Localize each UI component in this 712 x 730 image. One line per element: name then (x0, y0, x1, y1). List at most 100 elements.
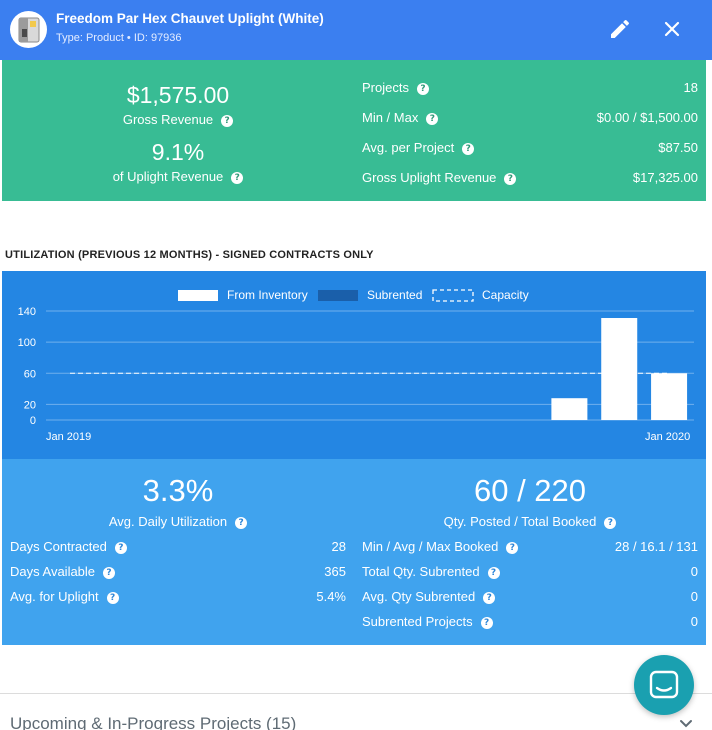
help-icon[interactable]: ? (604, 516, 617, 529)
x-tick-label-end: Jan 2020 (645, 431, 690, 443)
help-icon[interactable]: ? (103, 566, 116, 579)
avg-for-uplight-value: 5.4% (316, 589, 346, 604)
days-contracted-value: 28 (331, 539, 346, 554)
help-icon[interactable]: ? (235, 516, 248, 529)
help-icon[interactable]: ? (426, 112, 439, 125)
chart-legend: From Inventory Subrented Capacity (178, 288, 529, 302)
legend-label-subrented: Subrented (367, 288, 422, 302)
help-icon[interactable]: ? (106, 591, 119, 604)
subrented-projects-value: 0 (690, 614, 698, 629)
stat-label-text: Min / Max (362, 110, 419, 125)
product-header: Freedom Par Hex Chauvet Uplight (White) … (0, 0, 712, 60)
chat-launcher-button[interactable] (634, 655, 694, 715)
stat-label-text: Projects (362, 80, 409, 95)
chevron-down-icon[interactable] (678, 716, 694, 730)
y-tick-label: 20 (24, 399, 36, 411)
section-divider (0, 693, 712, 694)
gross-revenue-label-text: Gross Revenue (122, 112, 214, 127)
help-icon[interactable]: ? (416, 82, 429, 95)
avg-daily-utilization-text: Avg. Daily Utilization (108, 514, 228, 529)
qty-posted-booked-label: Qty. Posted / Total Booked? (354, 514, 706, 529)
legend-swatch-subrented (318, 290, 358, 301)
bar-from-inventory[interactable] (551, 398, 588, 420)
stat-value-projects: 18 (683, 80, 698, 95)
stat-label-projects: Projects? (362, 80, 429, 95)
help-icon[interactable]: ? (506, 541, 519, 554)
product-avatar (10, 11, 47, 48)
avg-for-uplight-label: Avg. for Uplight? (10, 589, 119, 604)
legend-label-from-inventory: From Inventory (227, 288, 308, 302)
gross-revenue-label: Gross Revenue? (2, 112, 354, 127)
util-stat-text: Avg. for Uplight (10, 589, 99, 604)
y-tick-label: 100 (18, 337, 36, 349)
uplight-share-label: of Uplight Revenue? (2, 169, 354, 184)
chart-y-ticks: 140 100 60 20 0 (18, 306, 36, 427)
uplight-product-icon (18, 17, 40, 43)
x-tick-label-start: Jan 2019 (46, 431, 91, 443)
pencil-icon (611, 19, 630, 38)
uplight-share-label-text: of Uplight Revenue (112, 169, 224, 184)
help-icon[interactable]: ? (114, 541, 127, 554)
stat-label-min-max: Min / Max? (362, 110, 439, 125)
stat-label-text: Avg. per Project (362, 140, 455, 155)
close-icon (664, 21, 680, 37)
avg-qty-subrented-value: 0 (690, 589, 698, 604)
product-type-id: Type: Product • ID: 97936 (56, 32, 182, 44)
y-tick-label: 140 (18, 306, 36, 318)
y-tick-label: 60 (24, 368, 36, 380)
help-icon[interactable]: ? (487, 566, 500, 579)
stat-label-text: Gross Uplight Revenue (362, 170, 497, 185)
help-icon[interactable]: ? (231, 171, 244, 184)
type-id-text: Type: Product • ID: 97936 (56, 32, 182, 44)
revenue-panel: $1,575.00 Gross Revenue? 9.1% of Uplight… (2, 60, 706, 201)
legend-swatch-capacity (432, 289, 474, 302)
total-qty-subrented-value: 0 (690, 564, 698, 579)
stat-value-min-max: $0.00 / $1,500.00 (596, 110, 698, 125)
legend-swatch-from-inventory (178, 290, 218, 301)
edit-button[interactable] (608, 17, 632, 41)
close-button[interactable] (660, 17, 684, 41)
stat-label-avg-per-project: Avg. per Project? (362, 140, 475, 155)
bar-from-inventory[interactable] (651, 373, 688, 420)
uplight-share-value: 9.1% (151, 139, 205, 165)
help-icon[interactable]: ? (483, 591, 496, 604)
legend-label-capacity: Capacity (482, 288, 529, 302)
stat-value-gross-uplight-revenue: $17,325.00 (632, 170, 698, 185)
bar-from-inventory[interactable] (601, 318, 638, 420)
min-avg-max-booked-value: 28 / 16.1 / 131 (614, 539, 698, 554)
utilization-section-title: UTILIZATION (PREVIOUS 12 MONTHS) - SIGNE… (5, 249, 374, 261)
stat-label-gross-uplight-revenue: Gross Uplight Revenue? (362, 170, 517, 185)
total-qty-subrented-label: Total Qty. Subrented? (362, 564, 500, 579)
utilization-chart-svg: From Inventory Subrented Capacity 140 100… (18, 288, 694, 443)
util-stat-text: Total Qty. Subrented (362, 564, 480, 579)
product-title: Freedom Par Hex Chauvet Uplight (White) (56, 11, 324, 26)
utilization-panel: 3.3% Avg. Daily Utilization? 60 / 220 Qt… (2, 459, 706, 645)
util-stat-text: Avg. Qty Subrented (362, 589, 476, 604)
chart-grid (46, 310, 694, 421)
y-tick-label: 0 (30, 415, 36, 427)
upcoming-projects-header[interactable]: Upcoming & In-Progress Projects (15) (10, 714, 297, 730)
subrented-projects-label: Subrented Projects? (362, 614, 493, 629)
help-icon[interactable]: ? (221, 114, 234, 127)
chat-icon (649, 670, 679, 699)
days-contracted-label: Days Contracted? (10, 539, 127, 554)
days-available-value: 365 (324, 564, 346, 579)
gross-revenue-value: $1,575.00 (126, 82, 230, 108)
days-available-label: Days Available? (10, 564, 116, 579)
stat-value-avg-per-project: $87.50 (658, 140, 698, 155)
min-avg-max-booked-label: Min / Avg / Max Booked? (362, 539, 519, 554)
qty-posted-booked-text: Qty. Posted / Total Booked (443, 514, 597, 529)
avg-qty-subrented-label: Avg. Qty Subrented? (362, 589, 496, 604)
util-stat-text: Subrented Projects (362, 614, 473, 629)
qty-posted-booked-value: 60 / 220 (473, 473, 587, 508)
utilization-chart: From Inventory Subrented Capacity 140 100… (2, 271, 706, 459)
util-stat-text: Days Available (10, 564, 96, 579)
chart-bars (551, 318, 688, 420)
help-icon[interactable]: ? (480, 616, 493, 629)
util-stat-text: Days Contracted (10, 539, 107, 554)
help-icon[interactable]: ? (504, 172, 517, 185)
help-icon[interactable]: ? (462, 142, 475, 155)
avg-daily-utilization-value: 3.3% (142, 473, 214, 508)
util-stat-text: Min / Avg / Max Booked (362, 539, 499, 554)
avg-daily-utilization-label: Avg. Daily Utilization? (2, 514, 354, 529)
